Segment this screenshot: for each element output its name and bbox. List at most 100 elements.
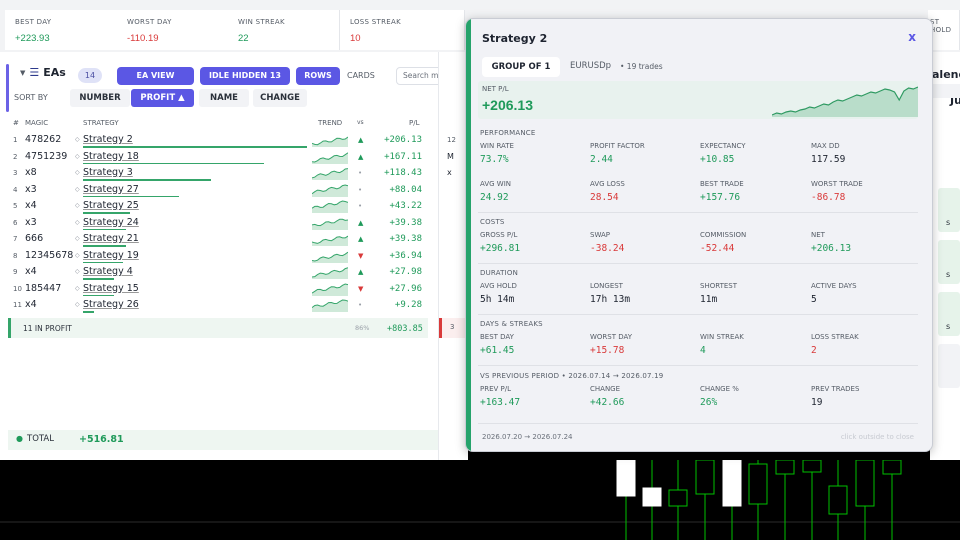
rows-view-button[interactable]: ROWS bbox=[296, 67, 340, 85]
divider bbox=[478, 423, 918, 424]
row-index: 11 bbox=[13, 301, 22, 309]
row-direction-icon: ▼ bbox=[358, 251, 364, 260]
metric-prev-trades: PREV TRADES 19 bbox=[811, 385, 911, 408]
row-strategy-name[interactable]: Strategy 2 bbox=[83, 134, 133, 145]
table-row[interactable]: 1 478262 ◇ Strategy 2 ▲ +206.13 bbox=[0, 132, 432, 149]
popup-title: Strategy 2 bbox=[482, 32, 548, 45]
row-strategy-name[interactable]: Strategy 21 bbox=[83, 233, 139, 244]
row-strategy-name[interactable]: Strategy 15 bbox=[83, 282, 139, 294]
table-row[interactable]: 11 x4 ◇ Strategy 26 • +9.28 bbox=[0, 297, 432, 314]
sort-change-button[interactable]: CHANGE bbox=[253, 89, 307, 107]
table-row[interactable]: 4 x3 ◇ Strategy 27 • +88.04 bbox=[0, 182, 432, 199]
sort-name-button[interactable]: NAME bbox=[199, 89, 249, 107]
strategy-detail-popup: Strategy 2 x GROUP OF 1 EURUSDp • 19 tra… bbox=[465, 18, 933, 452]
row-strategy-name[interactable]: Strategy 25 bbox=[83, 200, 139, 211]
collapse-caret-icon[interactable]: ▼ bbox=[20, 68, 26, 77]
row-trend-sparkline bbox=[312, 168, 348, 180]
metric-label: WIN RATE bbox=[480, 142, 514, 150]
calendar-day-cell[interactable] bbox=[938, 188, 960, 232]
calendar-day-cell[interactable] bbox=[938, 344, 960, 388]
row-pl: +206.13 bbox=[384, 135, 422, 145]
candle-body bbox=[882, 460, 902, 475]
row-direction-icon: • bbox=[358, 301, 363, 309]
row-strategy-name[interactable]: Strategy 26 bbox=[83, 299, 139, 310]
sort-profit-button[interactable]: PROFIT ▲ bbox=[131, 89, 194, 107]
row-index: 9 bbox=[13, 268, 18, 276]
metric-value: 26% bbox=[700, 397, 718, 408]
metric-avg-loss: AVG LOSS 28.54 bbox=[590, 180, 690, 203]
row-strategy-name[interactable]: Strategy 27 bbox=[83, 183, 139, 195]
sort-by-label: SORT BY bbox=[14, 93, 48, 102]
row-magic: 478262 bbox=[25, 134, 62, 145]
metric-value: 19 bbox=[811, 397, 823, 408]
divider bbox=[478, 263, 918, 264]
metric-label: WORST DAY bbox=[590, 333, 633, 341]
stat-label: ST HOLD bbox=[930, 18, 952, 34]
row-trend-sparkline bbox=[312, 200, 348, 213]
row-strategy-name[interactable]: Strategy 18 bbox=[83, 150, 139, 162]
sort-number-button[interactable]: NUMBER bbox=[70, 89, 130, 107]
section-costs: COSTS bbox=[480, 218, 505, 226]
search-input[interactable]: Search magic / na bbox=[396, 67, 444, 85]
metric-value: 73.7% bbox=[480, 154, 509, 165]
row-strategy-name[interactable]: Strategy 24 bbox=[83, 216, 139, 228]
row-trend-sparkline bbox=[312, 267, 348, 279]
row-pl: +27.98 bbox=[389, 267, 422, 277]
divider bbox=[478, 212, 918, 213]
summary-pct: 86% bbox=[355, 324, 370, 332]
table-row[interactable]: 2 4751239 ◇ Strategy 18 ▲ +167.11 bbox=[0, 149, 432, 166]
col-magic[interactable]: MAGIC bbox=[25, 119, 49, 127]
ea-view-button[interactable]: EA VIEW bbox=[117, 67, 194, 85]
row-magic: x4 bbox=[25, 299, 37, 310]
cards-view-button[interactable]: CARDS bbox=[347, 71, 375, 80]
col-pl[interactable]: P/L bbox=[409, 119, 420, 127]
stat-loss-streak: LOSS STREAK 10 bbox=[340, 10, 465, 50]
metric-value: 2 bbox=[811, 345, 817, 356]
calendar-month[interactable]: Ju bbox=[950, 94, 960, 107]
row-pl: +167.11 bbox=[384, 151, 422, 162]
table-row[interactable]: 10 185447 ◇ Strategy 15 ▼ +27.96 bbox=[0, 281, 432, 298]
diamond-icon: ◇ bbox=[75, 284, 80, 292]
row-trend-sparkline bbox=[312, 183, 348, 197]
sliver-loss-row: 3 bbox=[439, 318, 469, 338]
metric-value: -86.78 bbox=[811, 192, 846, 203]
metric-label: BEST TRADE bbox=[700, 180, 744, 188]
ea-title[interactable]: ▼ ☰ EAs bbox=[20, 66, 66, 79]
table-row[interactable]: 9 x4 ◇ Strategy 4 ▲ +27.98 bbox=[0, 264, 432, 281]
calendar-day-cell[interactable] bbox=[938, 240, 960, 284]
stat-value: 22 bbox=[238, 33, 249, 44]
table-row[interactable]: 6 x3 ◇ Strategy 24 ▲ +39.38 bbox=[0, 215, 432, 232]
candle-body bbox=[828, 485, 848, 515]
row-profit-bar bbox=[83, 195, 179, 197]
calendar-day-cell[interactable] bbox=[938, 292, 960, 336]
ea-rows: 1 478262 ◇ Strategy 2 ▲ +206.13 2 4751239 ◇ Strat… bbox=[0, 132, 432, 314]
table-row[interactable]: 8 12345678 ◇ Strategy 19 ▼ +36.94 bbox=[0, 248, 432, 265]
diamond-icon: ◇ bbox=[75, 136, 80, 143]
idle-hidden-button[interactable]: IDLE HIDDEN 13 bbox=[200, 67, 290, 85]
stat-label: WIN STREAK bbox=[238, 18, 285, 26]
table-row[interactable]: 5 x4 ◇ Strategy 25 • +43.22 bbox=[0, 198, 432, 215]
close-icon[interactable]: x bbox=[908, 30, 916, 44]
row-magic: x4 bbox=[25, 200, 37, 211]
row-index: 2 bbox=[13, 152, 18, 161]
table-row[interactable]: 7 666 ◇ Strategy 21 ▲ +39.38 bbox=[0, 231, 432, 248]
row-profit-bar bbox=[83, 212, 130, 214]
stats-bar: BEST DAY +223.93 WORST DAY -110.19 WIN S… bbox=[0, 0, 960, 52]
row-strategy-name[interactable]: Strategy 19 bbox=[83, 249, 139, 261]
metric-expectancy: EXPECTANCY +10.85 bbox=[700, 142, 800, 165]
table-row[interactable]: 3 x8 ◇ Strategy 3 • +118.43 bbox=[0, 165, 432, 182]
diamond-icon: ◇ bbox=[75, 202, 80, 209]
price-chart[interactable] bbox=[0, 460, 960, 540]
summary-label: 11 IN PROFIT bbox=[23, 324, 72, 333]
metric-value: 17h 13m bbox=[590, 294, 631, 305]
diamond-icon: ◇ bbox=[75, 251, 80, 259]
row-magic: 666 bbox=[25, 233, 44, 244]
col-strategy[interactable]: STRATEGY bbox=[83, 119, 119, 127]
summary-row: 11 IN PROFIT 86% +803.85 bbox=[8, 318, 428, 338]
row-strategy-name[interactable]: Strategy 3 bbox=[83, 167, 133, 178]
row-strategy-name[interactable]: Strategy 4 bbox=[83, 266, 133, 277]
diamond-icon: ◇ bbox=[75, 169, 80, 176]
group-pill[interactable]: GROUP OF 1 bbox=[482, 57, 560, 77]
row-index: 7 bbox=[13, 235, 18, 243]
metric-active-days: ACTIVE DAYS 5 bbox=[811, 282, 911, 305]
